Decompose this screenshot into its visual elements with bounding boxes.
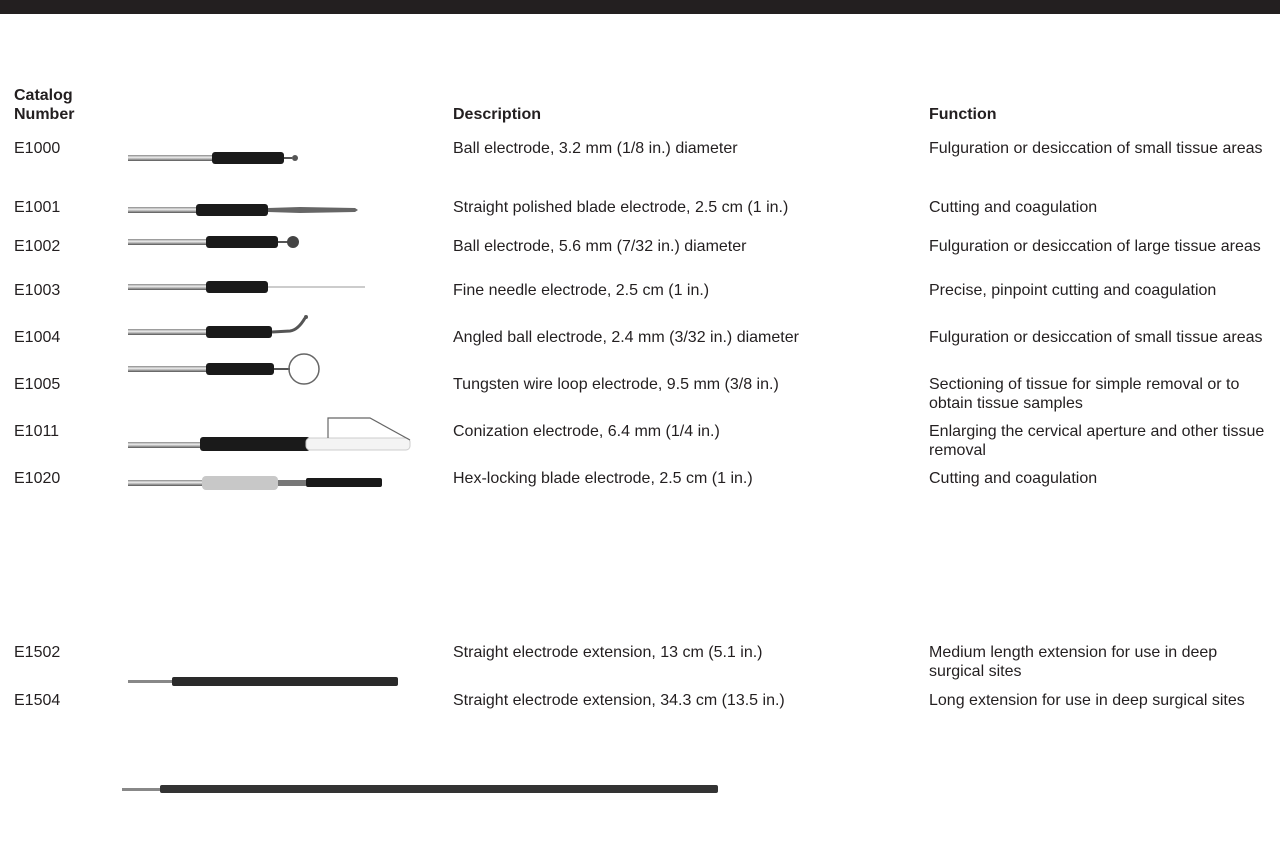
description: Ball electrode, 3.2 mm (1/8 in.) diamete… — [453, 140, 738, 157]
catalog-number: E1005 — [14, 376, 61, 393]
header-catalog: Catalog Number — [14, 87, 75, 123]
catalog-number: E1000 — [14, 140, 61, 157]
electrode-e1003 — [128, 281, 365, 293]
electrode-e1001 — [128, 204, 358, 216]
catalog-number: E1011 — [14, 423, 60, 440]
function: Sectioning of tissue for simple removal … — [929, 376, 1240, 412]
header-function: Function — [929, 106, 997, 123]
electrode-e1005 — [128, 353, 320, 385]
electrode-e1502 — [128, 677, 398, 686]
catalog-number: E1002 — [14, 238, 61, 255]
description: Straight electrode extension, 13 cm (5.1… — [453, 644, 763, 661]
function: Cutting and coagulation — [929, 199, 1098, 216]
description: Fine needle electrode, 2.5 cm (1 in.) — [453, 282, 710, 299]
electrode-e1004 — [128, 315, 308, 338]
function: Fulguration or desiccation of small tiss… — [929, 329, 1263, 346]
header-description: Description — [453, 106, 542, 123]
catalog-number: E1001 — [14, 199, 61, 216]
catalog-number: E1504 — [14, 692, 61, 709]
top-rule — [0, 0, 1280, 14]
electrode-e1011 — [128, 417, 411, 451]
function: Long extension for use in deep surgical … — [929, 692, 1245, 709]
electrode-e1000 — [128, 152, 298, 164]
description: Straight polished blade electrode, 2.5 c… — [453, 199, 789, 216]
description: Tungsten wire loop electrode, 9.5 mm (3/… — [453, 376, 779, 393]
description: Hex-locking blade electrode, 2.5 cm (1 i… — [453, 470, 753, 487]
description: Conization electrode, 6.4 mm (1/4 in.) — [453, 423, 720, 440]
electrode-e1020 — [128, 476, 382, 490]
function: Fulguration or desiccation of small tiss… — [929, 140, 1263, 157]
function: Cutting and coagulation — [929, 470, 1098, 487]
catalog-number: E1004 — [14, 329, 61, 346]
description: Ball electrode, 5.6 mm (7/32 in.) diamet… — [453, 238, 747, 255]
electrode-e1504 — [122, 785, 718, 793]
function: Precise, pinpoint cutting and coagulatio… — [929, 282, 1217, 299]
function: Enlarging the cervical aperture and othe… — [929, 423, 1265, 459]
function: Medium length extension for use in deep … — [929, 644, 1218, 680]
electrode-e1002 — [128, 236, 299, 248]
catalog-number: E1003 — [14, 282, 61, 299]
catalog-number: E1020 — [14, 470, 61, 487]
catalog-number: E1502 — [14, 644, 61, 661]
function: Fulguration or desiccation of large tiss… — [929, 238, 1261, 255]
description: Angled ball electrode, 2.4 mm (3/32 in.)… — [453, 329, 799, 346]
description: Straight electrode extension, 34.3 cm (1… — [453, 692, 785, 709]
